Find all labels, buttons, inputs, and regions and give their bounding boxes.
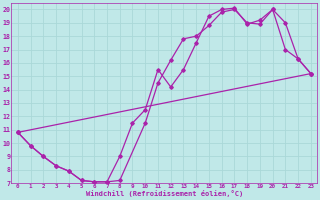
X-axis label: Windchill (Refroidissement éolien,°C): Windchill (Refroidissement éolien,°C) [86, 190, 243, 197]
